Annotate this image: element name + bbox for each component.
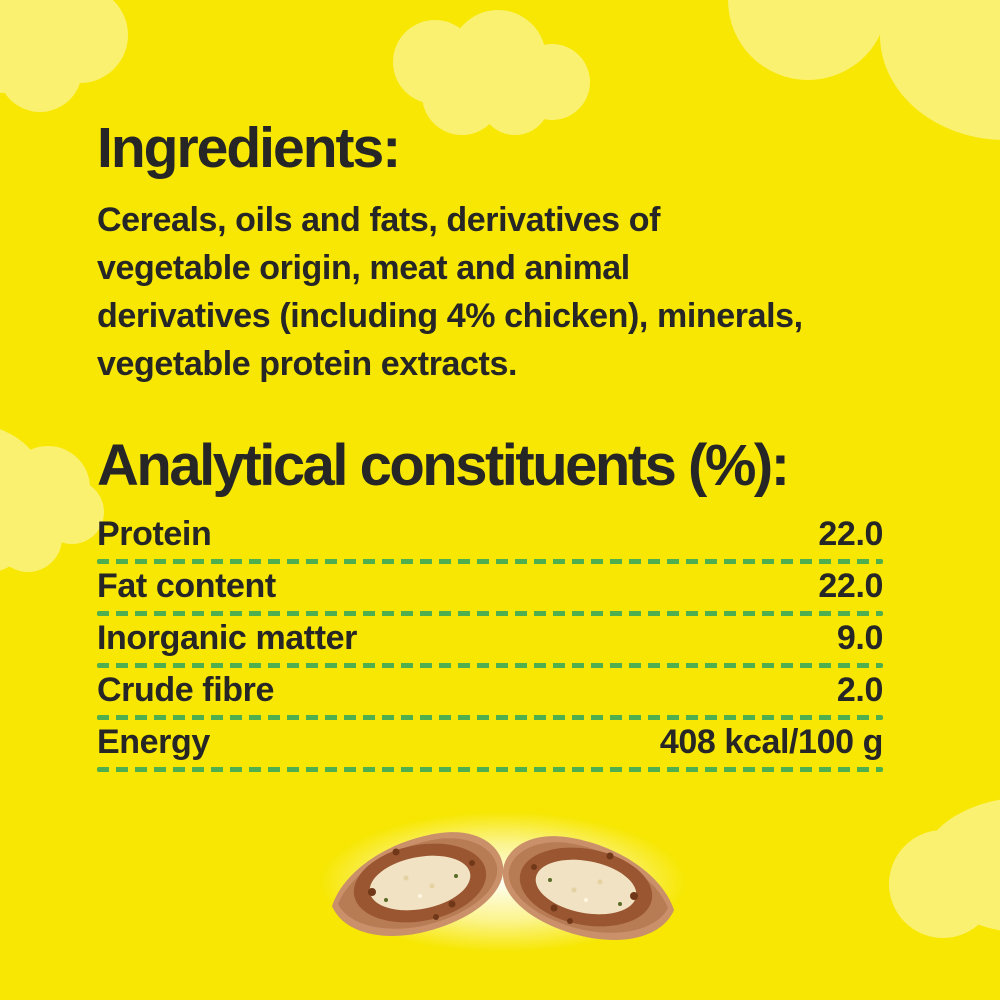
dashed-divider bbox=[97, 766, 883, 772]
row-value: 9.0 bbox=[836, 618, 883, 657]
ingredients-line: Cereals, oils and fats, derivatives of bbox=[97, 200, 661, 239]
analytical-heading: Analytical constituents (%): bbox=[97, 432, 790, 498]
table-row: Fat content 22.0 bbox=[97, 564, 883, 611]
row-value: 22.0 bbox=[818, 566, 883, 605]
row-label: Crude fibre bbox=[97, 670, 274, 709]
treat-photo bbox=[318, 806, 688, 956]
row-label: Energy bbox=[97, 722, 210, 761]
ingredients-text: Cereals, oils and fats, derivatives of v… bbox=[97, 196, 883, 388]
cloud-bottom-right bbox=[889, 799, 1000, 938]
table-row: Inorganic matter 9.0 bbox=[97, 616, 883, 663]
row-value: 2.0 bbox=[836, 670, 883, 709]
dashed-divider bbox=[97, 610, 883, 616]
table-row: Protein 22.0 bbox=[97, 512, 883, 559]
cloud-top-center bbox=[393, 10, 590, 135]
dashed-divider bbox=[97, 714, 883, 720]
ingredients-line: vegetable origin, meat and animal bbox=[97, 248, 630, 287]
ingredients-line: derivatives (including 4% chicken), mine… bbox=[97, 296, 803, 335]
table-row: Energy 408 kcal/100 g bbox=[97, 720, 883, 767]
cloud-left-middle bbox=[0, 429, 104, 572]
cloud-top-right bbox=[728, 0, 1000, 140]
cloud-top-left bbox=[0, 0, 128, 112]
ingredients-line: vegetable protein extracts. bbox=[97, 344, 518, 383]
cat-treat-cross-section-image bbox=[320, 812, 686, 952]
row-label: Inorganic matter bbox=[97, 618, 357, 657]
dashed-divider bbox=[97, 662, 883, 668]
dashed-divider bbox=[97, 558, 883, 564]
row-label: Fat content bbox=[97, 566, 276, 605]
ingredients-heading: Ingredients: bbox=[97, 116, 401, 180]
label-panel: Ingredients: Cereals, oils and fats, der… bbox=[97, 0, 883, 772]
row-value: 408 kcal/100 g bbox=[659, 722, 884, 761]
row-label: Protein bbox=[97, 514, 212, 553]
analytical-table: Protein 22.0 Fat content 22.0 Inorganic … bbox=[97, 512, 883, 772]
table-row: Crude fibre 2.0 bbox=[97, 668, 883, 715]
row-value: 22.0 bbox=[818, 514, 883, 553]
